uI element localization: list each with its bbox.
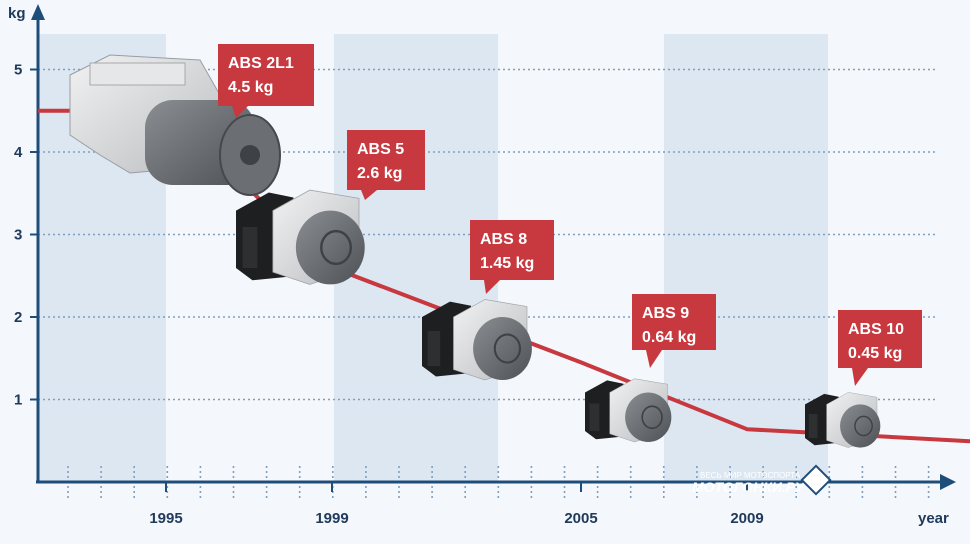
unit-motor xyxy=(295,210,365,285)
x-tick-label-1995: 1995 xyxy=(149,510,182,527)
callout-3: ABS 8 1.45 kg xyxy=(470,220,554,294)
callout-1: ABS 2L1 4.5 kg xyxy=(218,44,314,118)
unit-motor-ring xyxy=(493,333,522,364)
x-tick-label-1999: 1999 xyxy=(315,510,348,527)
abs-unit-image-5 xyxy=(805,392,881,448)
unit-connector-slot xyxy=(242,227,258,268)
y-tick-label-1: 1 xyxy=(14,392,22,409)
y-tick-label-5: 5 xyxy=(14,62,22,79)
y-tick-label-3: 3 xyxy=(14,227,22,244)
x-tick-label-2005: 2005 xyxy=(564,510,597,527)
unit-connector-slot xyxy=(808,414,818,438)
unit-connector-slot xyxy=(427,331,441,366)
callout-name: ABS 8 xyxy=(480,231,527,248)
callout-5: ABS 10 0.45 kg xyxy=(838,310,922,386)
unit-top xyxy=(89,62,186,86)
watermark-tagline: ВЕСЬ МИР МОТОСПОРТА xyxy=(700,471,801,480)
callout-name: ABS 2L1 xyxy=(228,55,294,72)
unit-motor-hub xyxy=(240,145,260,165)
y-axis-arrow xyxy=(31,4,45,20)
watermark-logo-text: МОТОГОНКИ.РУ xyxy=(692,479,806,495)
unit-motor xyxy=(473,317,532,380)
unit-connector-slot xyxy=(589,403,600,431)
unit-motor-ring xyxy=(320,229,353,266)
callout-box xyxy=(347,130,425,200)
x-axis-arrow xyxy=(940,474,956,490)
x-axis-unit: year xyxy=(918,510,949,527)
callout-name: ABS 5 xyxy=(357,141,404,158)
callout-box xyxy=(838,310,922,386)
callout-name: ABS 9 xyxy=(642,305,689,322)
callout-weight: 4.5 kg xyxy=(228,79,273,96)
callout-weight: 0.45 kg xyxy=(848,345,902,362)
unit-motor xyxy=(625,392,672,442)
callout-weight: 1.45 kg xyxy=(480,255,534,272)
watermark-logo-icon xyxy=(800,464,832,496)
unit-motor-ring xyxy=(641,405,663,430)
abs-unit-image-1 xyxy=(69,54,281,196)
year-band-3 xyxy=(664,34,828,482)
abs-units xyxy=(69,54,881,448)
y-tick-label-4: 4 xyxy=(14,144,23,161)
abs-unit-image-4 xyxy=(585,378,672,443)
callout-name: ABS 10 xyxy=(848,321,904,338)
callout-weight: 0.64 kg xyxy=(642,329,696,346)
abs-unit-image-2 xyxy=(236,189,365,285)
unit-motor xyxy=(840,404,881,448)
callout-box xyxy=(218,44,314,118)
axes xyxy=(30,4,956,492)
unit-motor-ring xyxy=(854,415,873,437)
callout-4: ABS 9 0.64 kg xyxy=(632,294,716,368)
callout-2: ABS 5 2.6 kg xyxy=(347,130,425,200)
callout-box xyxy=(632,294,716,368)
axis-labels: 12345kg19951999200520092016year xyxy=(8,5,949,527)
abs-unit-image-3 xyxy=(422,299,532,381)
callout-weight: 2.6 kg xyxy=(357,165,402,182)
x-tick-label-2009: 2009 xyxy=(730,510,763,527)
y-axis-unit: kg xyxy=(8,5,26,22)
callout-box xyxy=(470,220,554,294)
y-tick-label-2: 2 xyxy=(14,309,22,326)
